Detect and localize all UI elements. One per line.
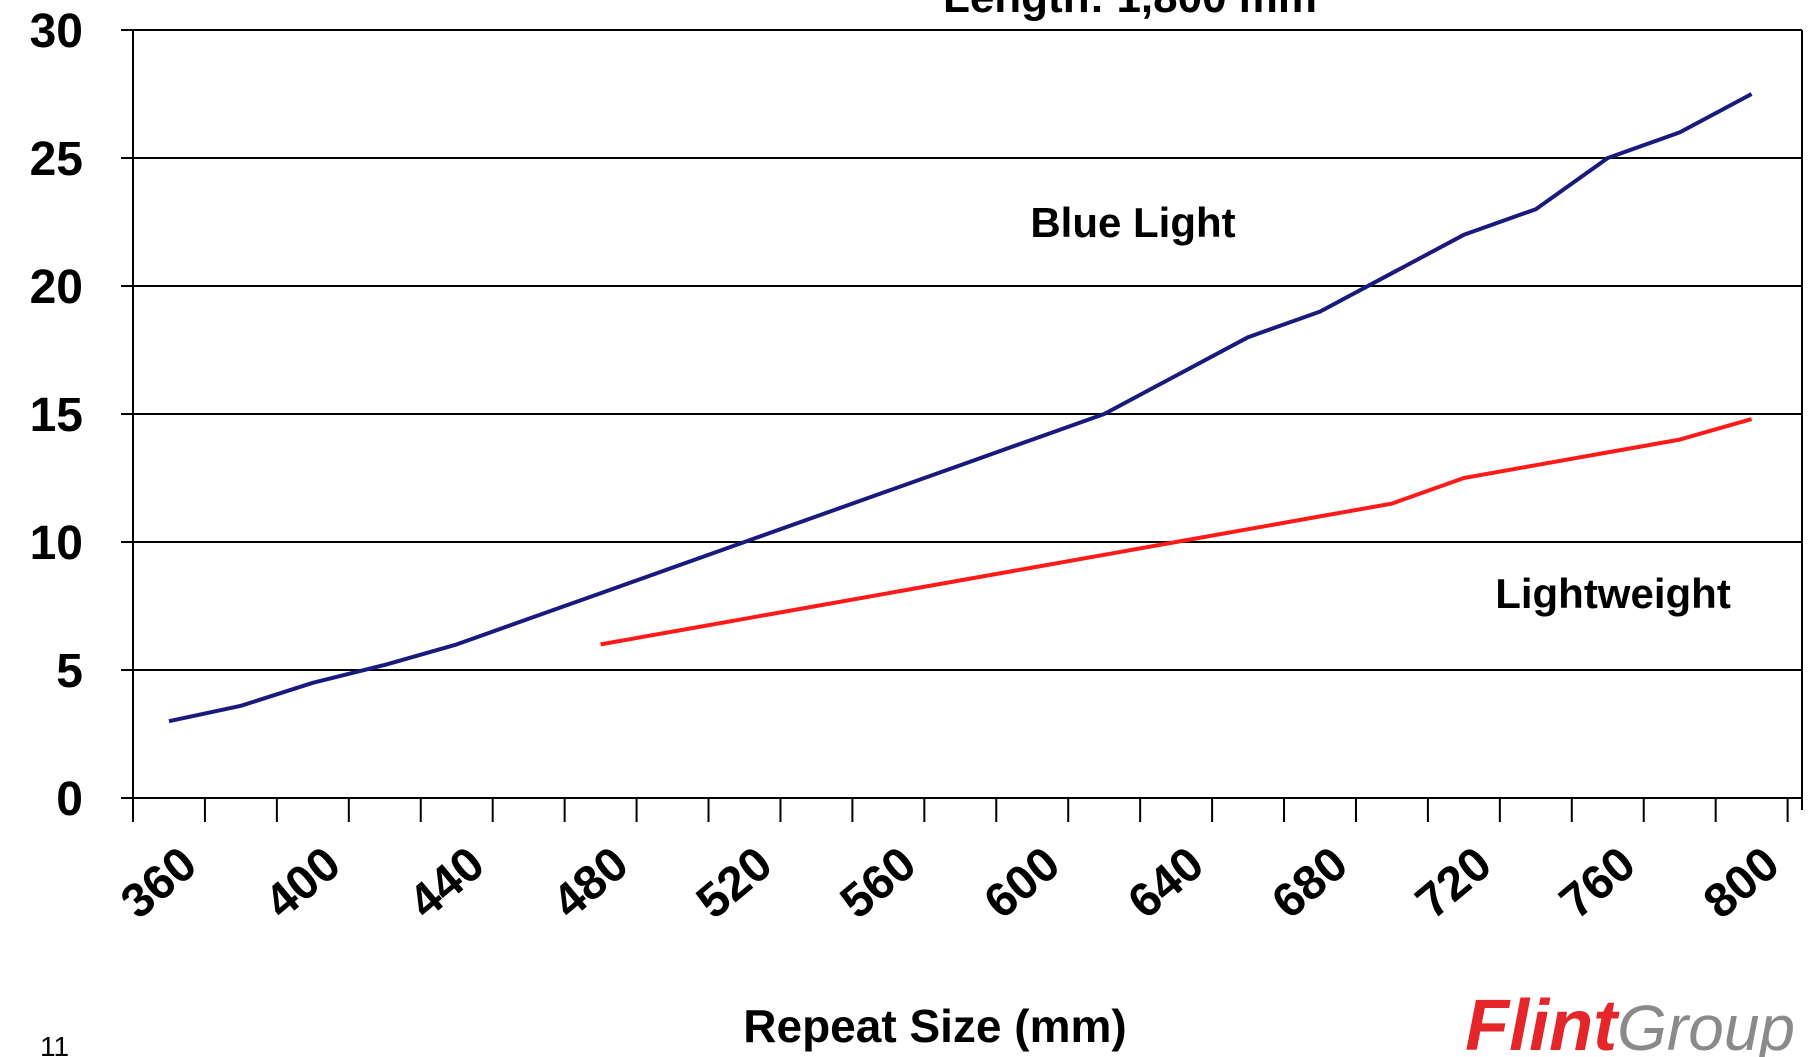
x-tick-label: 560 xyxy=(831,837,926,929)
series-lines xyxy=(168,92,1753,724)
x-axis-label: Repeat Size (mm) xyxy=(743,1000,1126,1052)
grid-lines xyxy=(121,29,1802,799)
x-tick-label: 480 xyxy=(543,837,638,929)
x-tick-label: 680 xyxy=(1262,837,1357,929)
y-tick-label: 30 xyxy=(30,5,83,58)
x-tick-label: 520 xyxy=(687,837,782,929)
x-tick-label: 360 xyxy=(111,837,206,929)
x-tick-label: 640 xyxy=(1118,837,1213,929)
series-line-lightweight xyxy=(600,417,1753,647)
series-label-blue-light: Blue Light xyxy=(1030,199,1235,246)
x-tick-label: 400 xyxy=(255,837,350,929)
page-number: 11 xyxy=(40,1031,69,1057)
logo-group-text: Group xyxy=(1617,992,1795,1057)
logo-flint-text: Flint xyxy=(1465,986,1620,1057)
x-tick-label: 800 xyxy=(1694,837,1789,929)
series-label-lightweight: Lightweight xyxy=(1495,570,1731,617)
y-tick-label: 0 xyxy=(56,773,83,826)
y-tick-label: 25 xyxy=(30,133,83,186)
flint-group-logo: FlintGroup xyxy=(1465,986,1795,1057)
x-tick-label: 600 xyxy=(975,837,1070,929)
chart-title: Length: 1,800 mm xyxy=(943,0,1317,22)
y-tick-label: 10 xyxy=(30,517,83,570)
series-line-blue-light xyxy=(168,92,1753,724)
x-tick-label: 760 xyxy=(1550,837,1645,929)
y-tick-label: 15 xyxy=(30,389,83,442)
x-tick-label: 440 xyxy=(399,837,494,929)
x-tick-label: 720 xyxy=(1406,837,1501,929)
y-tick-label: 20 xyxy=(30,261,83,314)
y-tick-label: 5 xyxy=(56,645,83,698)
